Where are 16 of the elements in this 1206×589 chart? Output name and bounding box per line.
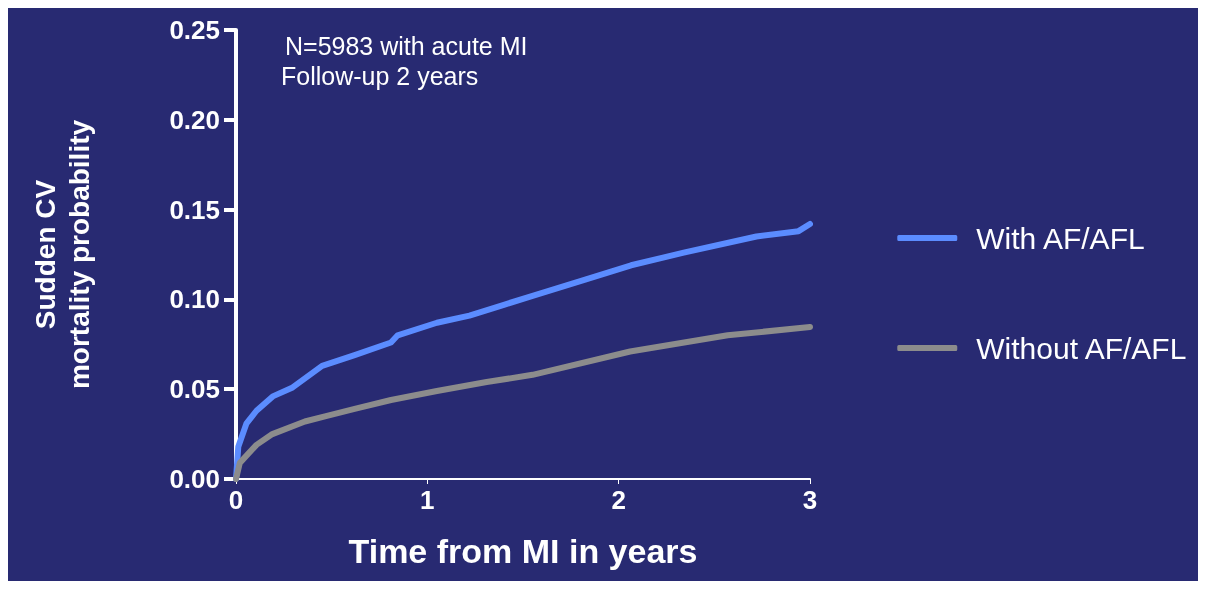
y-tick-label: 0.25 xyxy=(169,15,220,45)
x-axis-title: Time from MI in years xyxy=(348,532,698,570)
x-tick-label: 1 xyxy=(420,485,435,515)
legend-label: Without AF/AFL xyxy=(976,331,1187,365)
annotation: N=5983 with acute MI xyxy=(285,31,528,60)
y-tick-label: 0.10 xyxy=(169,284,220,315)
x-tick-label: 2 xyxy=(611,485,626,515)
y-axis-title: Sudden CV mortality probability xyxy=(29,119,95,390)
x-tick-label: 3 xyxy=(802,485,818,515)
y-tick-label: 0.05 xyxy=(169,374,220,405)
x-tick-label: 0 xyxy=(228,485,244,515)
y-tick-label: 0.15 xyxy=(169,194,220,225)
y-tick-label: 0.20 xyxy=(169,104,220,135)
legend-label: With AF/AFL xyxy=(976,221,1145,255)
annotation: Follow-up 2 years xyxy=(281,61,479,90)
y-tick-label: 0.00 xyxy=(169,464,220,494)
